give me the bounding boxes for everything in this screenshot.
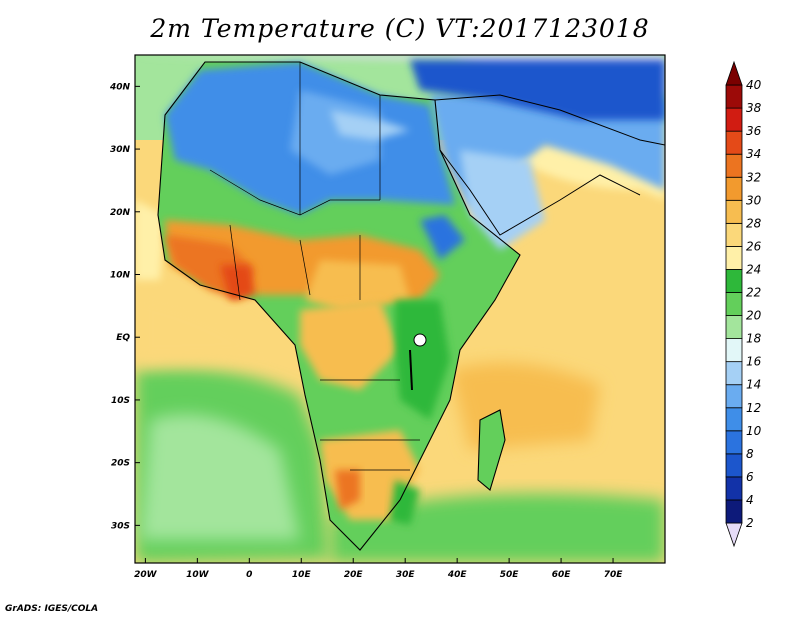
colorbar-cell bbox=[725, 222, 743, 247]
lon-tick-label: 50E bbox=[500, 570, 520, 580]
colorbar-cell bbox=[725, 130, 743, 155]
colorbar-level-label: 18 bbox=[746, 332, 762, 346]
longitude-axis: 20W 10W 0 10E 20E 30E 40E 50E 60E 70E bbox=[134, 558, 623, 580]
colorbar-level-label: 16 bbox=[746, 355, 762, 369]
colorbar-cell bbox=[725, 107, 743, 132]
colorbar-level-label: 4 bbox=[746, 493, 754, 507]
lat-tick-label: 30S bbox=[111, 521, 130, 531]
colorbar-bottom-arrow bbox=[725, 522, 743, 548]
lat-tick-label: EQ bbox=[116, 333, 130, 343]
lat-tick-label: 20S bbox=[111, 459, 130, 469]
lon-tick-label: 40E bbox=[447, 570, 468, 580]
colorbar-cell bbox=[725, 245, 743, 270]
colorbar-cell bbox=[725, 384, 743, 409]
colorbar-level-label: 10 bbox=[746, 424, 762, 438]
colorbar-level-label: 22 bbox=[746, 286, 761, 300]
lon-tick-label: 20E bbox=[344, 570, 364, 580]
colorbar-level-label: 30 bbox=[746, 193, 762, 207]
colorbar-level-label: 12 bbox=[746, 401, 761, 415]
lon-tick-label: 10E bbox=[292, 570, 312, 580]
colorbar-cell bbox=[725, 84, 743, 109]
lon-tick-label: 60E bbox=[552, 570, 572, 580]
colorbar-cell bbox=[725, 476, 743, 501]
latitude-axis: 40N 30N 20N 10N EQ 10S 20S 30S bbox=[109, 82, 140, 531]
lat-tick-label: 20N bbox=[110, 208, 131, 218]
lon-tick-label: 10W bbox=[186, 570, 210, 580]
colorbar-level-label: 40 bbox=[746, 78, 762, 92]
colorbar-cell bbox=[725, 453, 743, 478]
lon-tick-label: 0 bbox=[246, 570, 252, 580]
lat-tick-label: 30N bbox=[110, 145, 131, 155]
temperature-field bbox=[135, 55, 665, 563]
colorbar-top-arrow bbox=[725, 60, 743, 86]
colorbar-level-label: 14 bbox=[746, 378, 761, 392]
colorbar-cell bbox=[725, 199, 743, 224]
colorbar-level-label: 26 bbox=[746, 239, 762, 253]
lon-tick-label: 30E bbox=[396, 570, 416, 580]
colorbar-level-label: 38 bbox=[746, 101, 762, 115]
colorbar-level-label: 20 bbox=[746, 309, 762, 323]
colorbar-cell bbox=[725, 407, 743, 432]
colorbar-level-label: 6 bbox=[746, 470, 754, 484]
colorbar-level-label: 34 bbox=[746, 147, 761, 161]
lat-tick-label: 10N bbox=[110, 271, 131, 281]
colorbar-cell bbox=[725, 338, 743, 363]
colorbar-level-label: 36 bbox=[746, 124, 762, 138]
plot-frame bbox=[134, 54, 666, 564]
colorbar-cell bbox=[725, 315, 743, 339]
credit-text: GrADS: IGES/COLA bbox=[5, 604, 99, 614]
colorbar-cell bbox=[725, 499, 743, 524]
colorbar-cell bbox=[725, 361, 743, 386]
colorbar-cell bbox=[725, 430, 743, 455]
map-title: 2m Temperature (C) VT:2017123018 bbox=[150, 14, 650, 43]
colorbar-level-label: 28 bbox=[746, 216, 762, 230]
colorbar-cell bbox=[725, 153, 743, 178]
lat-tick-label: 10S bbox=[111, 396, 130, 406]
lon-tick-label: 20W bbox=[134, 570, 158, 580]
lat-tick-label: 40N bbox=[109, 82, 131, 92]
colorbar-cell bbox=[725, 269, 743, 293]
colorbar-level-label: 2 bbox=[746, 516, 754, 530]
colorbar-level-label: 32 bbox=[746, 170, 761, 184]
colorbar-cell bbox=[725, 292, 743, 316]
colorbar-level-label: 8 bbox=[746, 447, 754, 461]
colorbar-cell bbox=[725, 176, 743, 201]
colorbar-level-label: 24 bbox=[746, 262, 761, 276]
lon-tick-label: 70E bbox=[604, 570, 624, 580]
